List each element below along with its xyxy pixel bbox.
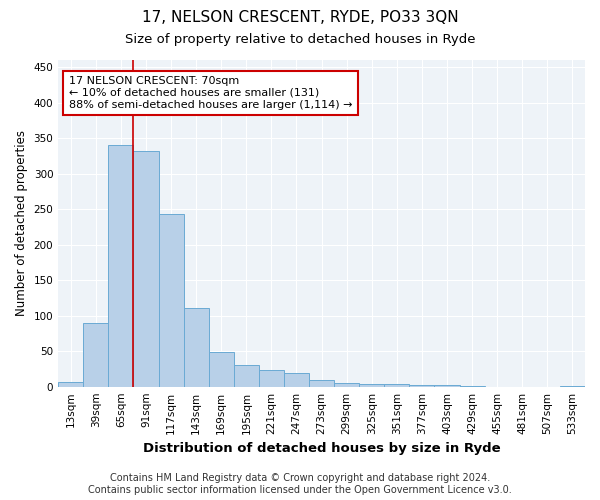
Text: Size of property relative to detached houses in Ryde: Size of property relative to detached ho…: [125, 32, 475, 46]
Bar: [359, 384, 385, 386]
Bar: [109, 145, 133, 386]
Bar: [309, 380, 334, 386]
Bar: [385, 384, 409, 386]
Y-axis label: Number of detached properties: Number of detached properties: [15, 130, 28, 316]
Bar: [209, 352, 234, 386]
Bar: [259, 370, 284, 386]
Text: 17 NELSON CRESCENT: 70sqm
← 10% of detached houses are smaller (131)
88% of semi: 17 NELSON CRESCENT: 70sqm ← 10% of detac…: [69, 76, 352, 110]
Bar: [83, 323, 109, 386]
Text: Contains HM Land Registry data © Crown copyright and database right 2024.
Contai: Contains HM Land Registry data © Crown c…: [88, 474, 512, 495]
Bar: [234, 366, 259, 386]
Bar: [158, 214, 184, 386]
Bar: [284, 373, 309, 386]
Bar: [58, 382, 83, 386]
Bar: [334, 383, 359, 386]
X-axis label: Distribution of detached houses by size in Ryde: Distribution of detached houses by size …: [143, 442, 500, 455]
Text: 17, NELSON CRESCENT, RYDE, PO33 3QN: 17, NELSON CRESCENT, RYDE, PO33 3QN: [142, 10, 458, 25]
Bar: [133, 151, 158, 386]
Bar: [184, 308, 209, 386]
